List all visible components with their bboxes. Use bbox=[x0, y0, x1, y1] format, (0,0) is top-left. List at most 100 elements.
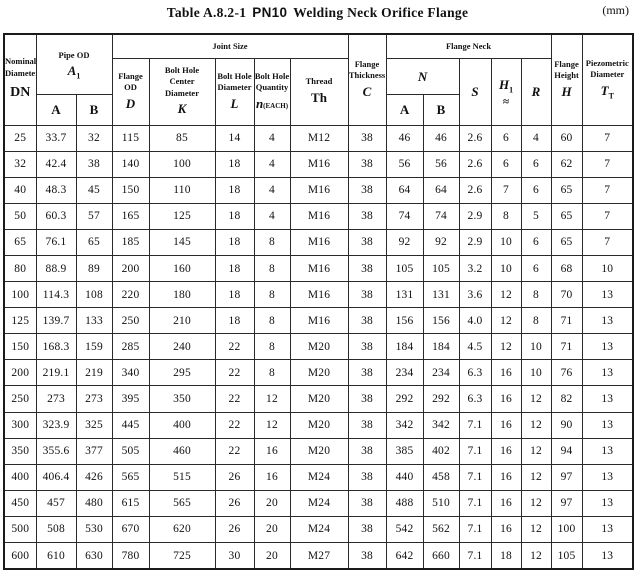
cell-n: 8 bbox=[253, 359, 291, 387]
cell-L: 18 bbox=[214, 254, 255, 283]
cell-A: 76.1 bbox=[35, 228, 77, 256]
table-row: 200 219.1 219 340 295 22 8 M20 38 234 234 6.3 16 10 76… bbox=[3, 359, 634, 387]
cell-L: 30 bbox=[214, 542, 255, 570]
table-row: 40 48.3 45 150 110 18 4 M16 38 64 64 2.6 7 6 65 7 bbox=[3, 176, 634, 204]
table-row: 600 610 630 780 725 30 20 M27 38 642 660 7.1 18 12 105… bbox=[3, 542, 634, 570]
cell-B: 630 bbox=[75, 542, 113, 570]
table-row: 125 139.7 133 250 210 18 8 M16 38 156 156 4.0 12 8 71 1… bbox=[3, 307, 634, 335]
cell-H1: 6 bbox=[490, 150, 522, 178]
cell-K: 180 bbox=[148, 281, 216, 309]
cell-S: 4.5 bbox=[458, 333, 492, 361]
table-title: Table A.8.2-1 PN10 Welding Neck Orifice Fl… bbox=[0, 5, 635, 21]
cell-K: 100 bbox=[148, 150, 216, 178]
cell-A: 355.6 bbox=[35, 437, 77, 465]
cell-K: 350 bbox=[148, 385, 216, 413]
title-flange-name: Welding Neck Orifice Flange bbox=[293, 5, 469, 20]
cell-N-B: 105 bbox=[422, 254, 460, 283]
cell-R: 12 bbox=[520, 489, 552, 517]
cell-DN: 250 bbox=[3, 385, 37, 413]
cell-TT: 13 bbox=[581, 489, 634, 517]
table-row: 32 42.4 38 140 100 18 4 M16 38 56 56 2.6 6 6 62 7 bbox=[3, 150, 634, 178]
cell-B: 159 bbox=[75, 333, 113, 361]
cell-H: 105 bbox=[550, 542, 583, 570]
cell-R: 12 bbox=[520, 411, 552, 439]
table-row: 150 168.3 159 285 240 22 8 M20 38 184 184 4.5 12 10 71… bbox=[3, 333, 634, 361]
cell-R: 12 bbox=[520, 463, 552, 491]
cell-H: 100 bbox=[550, 515, 583, 544]
cell-N-A: 184 bbox=[385, 333, 424, 361]
cell-S: 6.3 bbox=[458, 359, 492, 387]
cell-H1: 10 bbox=[490, 254, 522, 283]
cell-C: 38 bbox=[347, 489, 387, 517]
cell-H: 70 bbox=[550, 281, 583, 309]
cell-S: 2.6 bbox=[458, 150, 492, 178]
cell-C: 38 bbox=[347, 411, 387, 439]
cell-B: 426 bbox=[75, 463, 113, 491]
cell-B: 89 bbox=[75, 254, 113, 283]
cell-R: 6 bbox=[520, 176, 552, 204]
cell-A: 42.4 bbox=[35, 150, 77, 178]
cell-DN: 40 bbox=[3, 176, 37, 204]
cell-N-B: 234 bbox=[422, 359, 460, 387]
cell-Th: M16 bbox=[289, 150, 349, 178]
cell-TT: 13 bbox=[581, 437, 634, 465]
cell-D: 115 bbox=[111, 124, 150, 152]
cell-N-B: 64 bbox=[422, 176, 460, 204]
cell-H1: 6 bbox=[490, 124, 522, 152]
cell-A: 139.7 bbox=[35, 307, 77, 335]
cell-DN: 125 bbox=[3, 307, 37, 335]
flange-spec-table: Nominal Diameter DN Pipe OD A1 Joint Siz… bbox=[3, 33, 635, 571]
cell-L: 18 bbox=[214, 228, 255, 256]
cell-Th: M24 bbox=[289, 489, 349, 517]
table-row: 400 406.4 426 565 515 26 16 M24 38 440 458 7.1 16 12 9… bbox=[3, 463, 634, 491]
cell-N-A: 488 bbox=[385, 489, 424, 517]
cell-B: 45 bbox=[75, 176, 113, 204]
cell-N-A: 64 bbox=[385, 176, 424, 204]
header-flange-od: Flange OD D bbox=[111, 57, 150, 126]
cell-H1: 10 bbox=[490, 228, 522, 256]
cell-N-B: 402 bbox=[422, 437, 460, 465]
cell-TT: 13 bbox=[581, 307, 634, 335]
cell-K: 460 bbox=[148, 437, 216, 465]
cell-R: 10 bbox=[520, 359, 552, 387]
cell-DN: 300 bbox=[3, 411, 37, 439]
cell-K: 515 bbox=[148, 463, 216, 491]
cell-Th: M20 bbox=[289, 411, 349, 439]
cell-N-A: 56 bbox=[385, 150, 424, 178]
cell-R: 6 bbox=[520, 150, 552, 178]
cell-R: 12 bbox=[520, 437, 552, 465]
cell-B: 133 bbox=[75, 307, 113, 335]
cell-L: 26 bbox=[214, 489, 255, 517]
cell-N-A: 385 bbox=[385, 437, 424, 465]
cell-B: 219 bbox=[75, 359, 113, 387]
cell-C: 38 bbox=[347, 228, 387, 256]
cell-D: 780 bbox=[111, 542, 150, 570]
header-pipe-od-b: B bbox=[75, 93, 113, 126]
cell-Th: M16 bbox=[289, 307, 349, 335]
cell-D: 250 bbox=[111, 307, 150, 335]
cell-DN: 600 bbox=[3, 542, 37, 570]
cell-H: 90 bbox=[550, 411, 583, 439]
table-row: 25 33.7 32 115 85 14 4 M12 38 46 46 2.6 6 4 60 7 bbox=[3, 124, 634, 152]
cell-n: 4 bbox=[253, 176, 291, 204]
cell-H1: 8 bbox=[490, 202, 522, 230]
cell-H: 65 bbox=[550, 228, 583, 256]
cell-R: 12 bbox=[520, 515, 552, 544]
cell-DN: 50 bbox=[3, 202, 37, 230]
cell-D: 220 bbox=[111, 281, 150, 309]
table-row: 50 60.3 57 165 125 18 4 M16 38 74 74 2.9 8 5 65 7 bbox=[3, 202, 634, 230]
cell-A: 33.7 bbox=[35, 124, 77, 152]
cell-N-A: 234 bbox=[385, 359, 424, 387]
cell-Th: M16 bbox=[289, 281, 349, 309]
cell-L: 18 bbox=[214, 281, 255, 309]
cell-Th: M16 bbox=[289, 202, 349, 230]
cell-B: 325 bbox=[75, 411, 113, 439]
header-neck-a: A bbox=[385, 93, 424, 126]
cell-R: 12 bbox=[520, 385, 552, 413]
cell-D: 670 bbox=[111, 515, 150, 544]
cell-N-B: 156 bbox=[422, 307, 460, 335]
header-neck-b: B bbox=[422, 93, 460, 126]
cell-L: 26 bbox=[214, 463, 255, 491]
cell-H: 71 bbox=[550, 333, 583, 361]
cell-L: 18 bbox=[214, 307, 255, 335]
